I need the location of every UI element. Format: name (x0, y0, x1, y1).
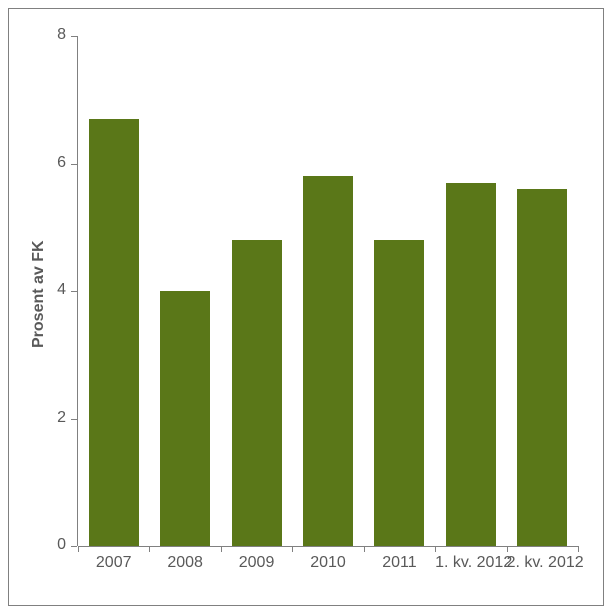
bar (303, 176, 353, 546)
x-tick-label: 2009 (221, 554, 292, 572)
x-tick-mark (507, 546, 508, 552)
bar (517, 189, 567, 546)
x-tick-mark (435, 546, 436, 552)
y-tick-label: 0 (38, 536, 66, 554)
x-tick-mark (149, 546, 150, 552)
x-axis (78, 546, 578, 547)
y-tick-mark (71, 291, 77, 292)
x-tick-label: 1. kv. 2012 (435, 554, 506, 572)
bar (89, 119, 139, 546)
bar (446, 183, 496, 546)
bar (160, 291, 210, 546)
x-tick-mark (292, 546, 293, 552)
x-tick-mark (364, 546, 365, 552)
x-tick-label: 2008 (149, 554, 220, 572)
x-tick-label: 2. kv. 2012 (507, 554, 578, 572)
y-axis (77, 36, 78, 546)
x-tick-mark (78, 546, 79, 552)
bar (374, 240, 424, 546)
bar (232, 240, 282, 546)
y-tick-mark (71, 36, 77, 37)
y-tick-label: 2 (38, 409, 66, 427)
y-tick-label: 6 (38, 154, 66, 172)
x-tick-label: 2011 (364, 554, 435, 572)
y-tick-mark (71, 546, 77, 547)
y-tick-label: 8 (38, 26, 66, 44)
x-tick-label: 2010 (292, 554, 363, 572)
y-tick-mark (71, 419, 77, 420)
x-tick-label: 2007 (78, 554, 149, 572)
x-tick-mark (578, 546, 579, 552)
y-axis-title: Prosent av FK (30, 241, 48, 349)
y-tick-mark (71, 164, 77, 165)
x-tick-mark (221, 546, 222, 552)
